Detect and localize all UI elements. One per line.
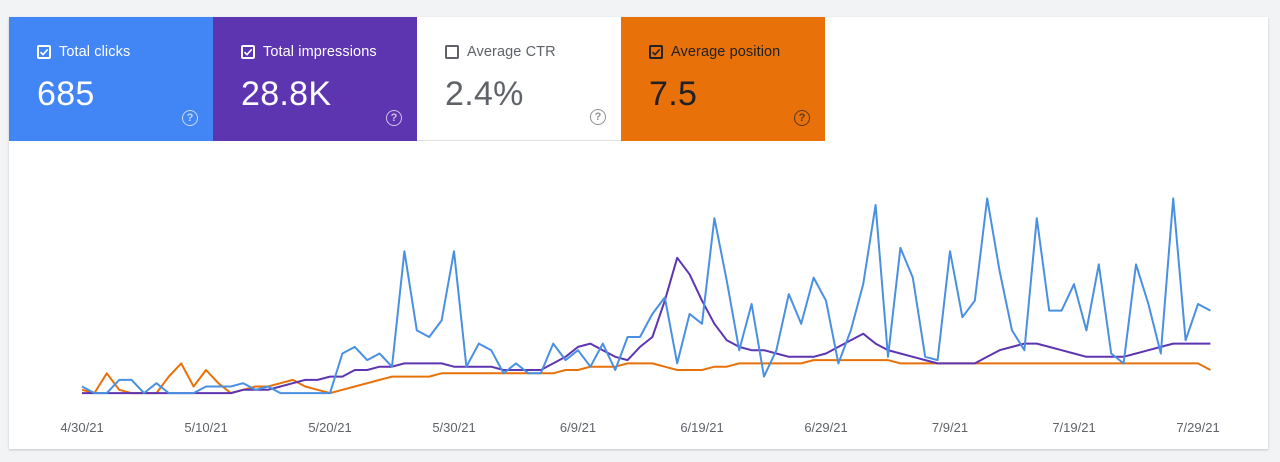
metric-cards: Total clicks 685 ? Total impressions 28.… bbox=[9, 17, 825, 141]
series-line-total-clicks bbox=[81, 197, 1211, 395]
series-line-average-position bbox=[81, 359, 1211, 395]
x-tick-label: 6/9/21 bbox=[560, 420, 596, 435]
metric-card-total-clicks[interactable]: Total clicks 685 ? bbox=[9, 17, 213, 141]
metric-value: 685 bbox=[37, 75, 95, 113]
metric-label: Average position bbox=[671, 44, 781, 60]
checkbox-checked-icon[interactable] bbox=[37, 45, 51, 59]
x-tick-label: 6/19/21 bbox=[680, 420, 723, 435]
x-tick-label: 7/29/21 bbox=[1176, 420, 1219, 435]
help-icon[interactable]: ? bbox=[182, 110, 198, 126]
metric-value: 7.5 bbox=[649, 75, 698, 113]
metric-label: Total clicks bbox=[59, 44, 131, 60]
x-tick-label: 4/30/21 bbox=[60, 420, 103, 435]
metric-card-total-impressions[interactable]: Total impressions 28.8K ? bbox=[213, 17, 417, 141]
checkbox-checked-icon[interactable] bbox=[649, 45, 663, 59]
metric-value: 2.4% bbox=[445, 75, 524, 113]
help-icon[interactable]: ? bbox=[386, 110, 402, 126]
performance-chart: 4/30/21 5/10/21 5/20/21 5/30/21 6/9/21 6/19/2… bbox=[60, 197, 1220, 435]
performance-panel: Total clicks 685 ? Total impressions 28.… bbox=[9, 17, 1268, 449]
metric-value: 28.8K bbox=[241, 75, 332, 113]
metric-card-average-position[interactable]: Average position 7.5 ? bbox=[621, 17, 825, 141]
x-tick-label: 7/19/21 bbox=[1052, 420, 1095, 435]
x-tick-label: 5/10/21 bbox=[184, 420, 227, 435]
x-tick-label: 6/29/21 bbox=[804, 420, 847, 435]
help-icon[interactable]: ? bbox=[590, 109, 606, 125]
x-tick-label: 5/30/21 bbox=[432, 420, 475, 435]
help-icon[interactable]: ? bbox=[794, 110, 810, 126]
metric-label: Average CTR bbox=[467, 44, 556, 60]
checkbox-unchecked-icon[interactable] bbox=[445, 45, 459, 59]
series-line-total-impressions bbox=[82, 256, 1211, 395]
metric-card-average-ctr[interactable]: Average CTR 2.4% ? bbox=[417, 17, 621, 141]
metric-label: Total impressions bbox=[263, 44, 377, 60]
checkbox-checked-icon[interactable] bbox=[241, 45, 255, 59]
x-tick-label: 5/20/21 bbox=[308, 420, 351, 435]
x-tick-label: 7/9/21 bbox=[932, 420, 968, 435]
